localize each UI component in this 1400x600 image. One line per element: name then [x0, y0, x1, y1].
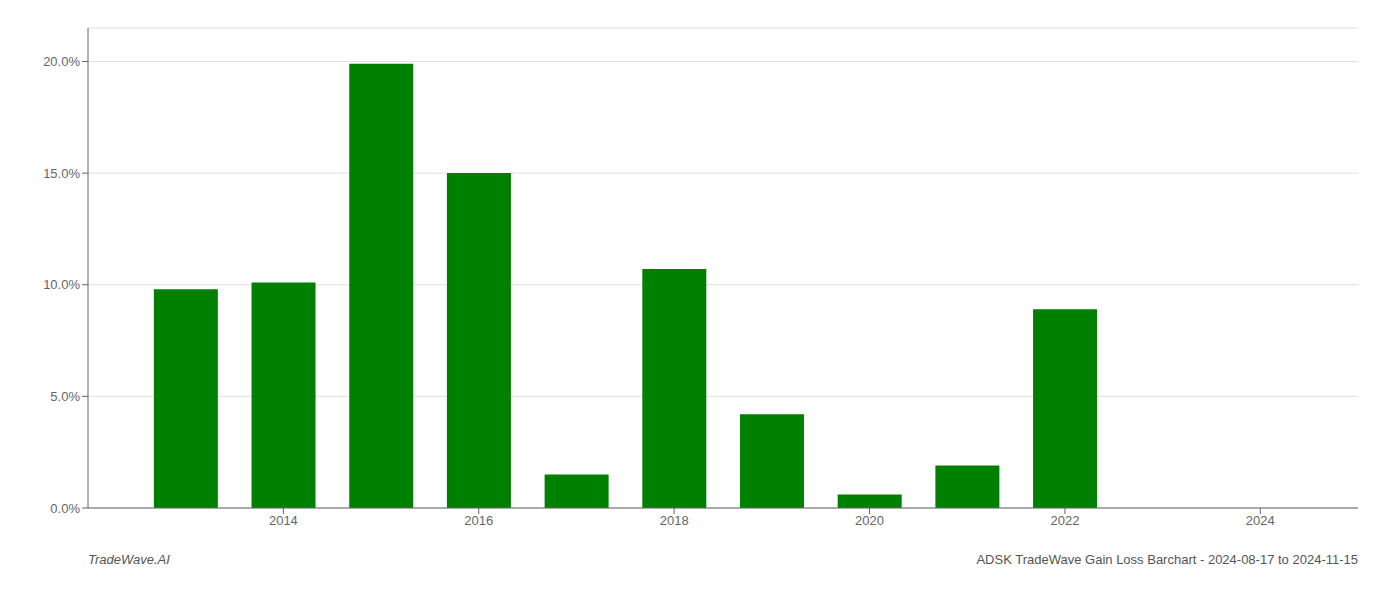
svg-text:5.0%: 5.0% — [50, 389, 80, 404]
svg-text:2024: 2024 — [1246, 513, 1275, 528]
svg-text:2016: 2016 — [464, 513, 493, 528]
svg-text:2022: 2022 — [1050, 513, 1079, 528]
svg-text:20.0%: 20.0% — [43, 54, 80, 69]
svg-text:15.0%: 15.0% — [43, 166, 80, 181]
svg-text:2018: 2018 — [660, 513, 689, 528]
html-text:ADSK TradeWave Gain Loss Barch: ADSK TradeWave Gain Loss Barchart - 2024… — [976, 552, 1358, 567]
svg-text:2020: 2020 — [855, 513, 884, 528]
svg-text:0.0%: 0.0% — [50, 501, 80, 516]
svg-text:10.0%: 10.0% — [43, 277, 80, 292]
svg-text:2014: 2014 — [269, 513, 298, 528]
html-text:TradeWave.AI: TradeWave.AI — [88, 552, 170, 567]
